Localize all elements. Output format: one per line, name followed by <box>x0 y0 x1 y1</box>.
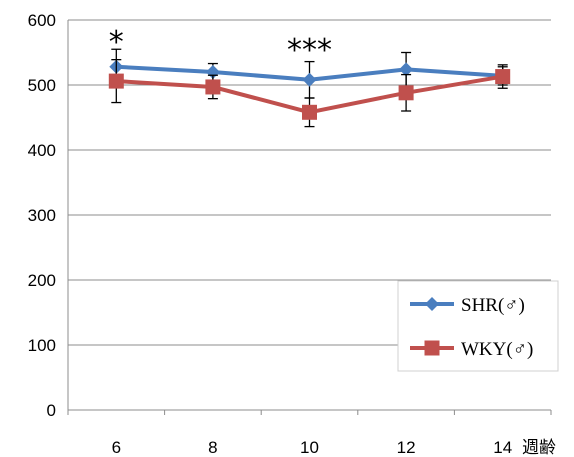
data-point <box>108 73 124 89</box>
x-tick-label: 12 <box>397 438 416 457</box>
data-point <box>302 104 317 120</box>
x-tick-label: 8 <box>208 438 217 457</box>
significance-marker: * <box>109 25 124 60</box>
x-tick-label: 14 <box>493 438 512 457</box>
data-point <box>495 69 511 85</box>
data-point <box>205 79 221 95</box>
y-tick-label: 300 <box>28 206 56 225</box>
axes <box>67 20 552 415</box>
legend-marker <box>424 340 440 356</box>
y-tick-label: 200 <box>28 271 56 290</box>
y-tick-label: 400 <box>28 141 56 160</box>
series <box>108 48 511 128</box>
legend: SHR(♂) WKY(♂) <box>397 280 559 372</box>
y-tick-label: 0 <box>47 401 56 420</box>
data-point <box>398 85 414 101</box>
y-tick-label: 100 <box>28 336 56 355</box>
data-point <box>302 72 317 87</box>
legend-box <box>397 280 559 372</box>
legend-label: SHR(♂) <box>461 295 525 316</box>
y-tick-label: 600 <box>28 11 56 30</box>
significance-marker: *** <box>287 33 332 68</box>
legend-marker <box>425 297 439 311</box>
x-tick-label: 6 <box>112 438 121 457</box>
data-point <box>399 62 414 77</box>
y-tick-label: 500 <box>28 76 56 95</box>
legend-label: WKY(♂) <box>461 339 533 360</box>
x-tick-label: 10 <box>300 438 319 457</box>
x-axis-label: 週齢 <box>522 438 556 457</box>
